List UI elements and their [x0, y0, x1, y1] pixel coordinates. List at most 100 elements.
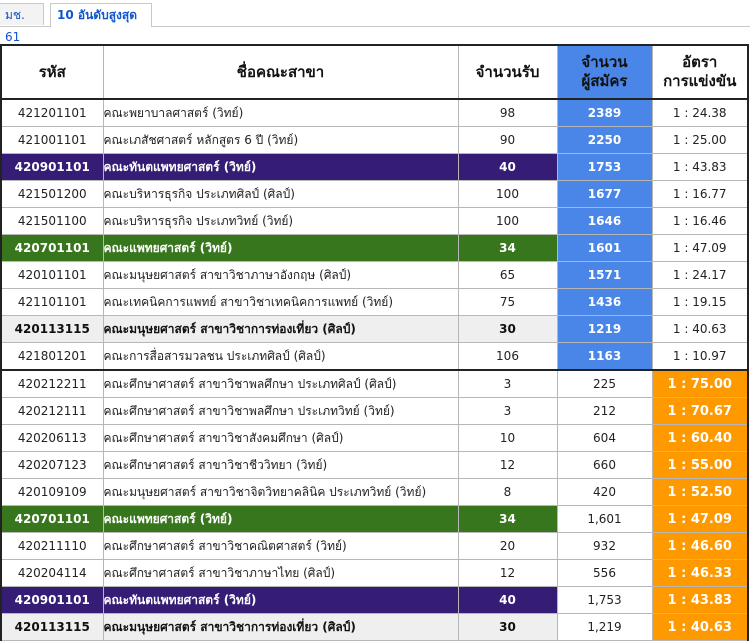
cell-ratio[interactable]: 1 : 10.97: [651, 342, 749, 371]
cell-applicants[interactable]: 932: [556, 532, 653, 560]
cell-code[interactable]: 421201101: [0, 98, 104, 127]
cell-faculty[interactable]: คณะพยาบาลศาสตร์ (วิทย์): [102, 98, 459, 127]
cell-faculty[interactable]: คณะมนุษยศาสตร์ สาขาวิชาการท่องเที่ยว (ศิ…: [102, 613, 459, 641]
cell-faculty[interactable]: คณะศึกษาศาสตร์ สาขาวิชาสังคมศึกษา (ศิลป์…: [102, 424, 459, 452]
cell-faculty[interactable]: คณะแพทยศาสตร์ (วิทย์): [102, 234, 459, 262]
header-code[interactable]: รหัส: [0, 44, 104, 100]
cell-code[interactable]: 420204114: [0, 559, 104, 587]
cell-applicants[interactable]: 1646: [556, 207, 653, 235]
cell-ratio[interactable]: 1 : 75.00: [651, 369, 749, 398]
cell-ratio[interactable]: 1 : 16.77: [651, 180, 749, 208]
cell-code[interactable]: 420101101: [0, 261, 104, 289]
cell-seats[interactable]: 3: [457, 397, 558, 425]
cell-faculty[interactable]: คณะแพทยศาสตร์ (วิทย์): [102, 505, 459, 533]
cell-code[interactable]: 420113115: [0, 315, 104, 343]
cell-seats[interactable]: 100: [457, 180, 558, 208]
cell-applicants[interactable]: 2389: [556, 98, 653, 127]
cell-applicants[interactable]: 604: [556, 424, 653, 452]
cell-code[interactable]: 421801201: [0, 342, 104, 371]
cell-seats[interactable]: 90: [457, 126, 558, 154]
cell-applicants[interactable]: 1,601: [556, 505, 653, 533]
cell-code[interactable]: 421501200: [0, 180, 104, 208]
cell-ratio[interactable]: 1 : 24.38: [651, 98, 749, 127]
cell-code[interactable]: 420901101: [0, 586, 104, 614]
cell-code[interactable]: 421501100: [0, 207, 104, 235]
cell-applicants[interactable]: 420: [556, 478, 653, 506]
cell-ratio[interactable]: 1 : 46.60: [651, 532, 749, 560]
cell-code[interactable]: 420212211: [0, 369, 104, 398]
cell-ratio[interactable]: 1 : 24.17: [651, 261, 749, 289]
cell-applicants[interactable]: 1571: [556, 261, 653, 289]
cell-seats[interactable]: 40: [457, 586, 558, 614]
cell-faculty[interactable]: คณะศึกษาศาสตร์ สาขาวิชาคณิตศาสตร์ (วิทย์…: [102, 532, 459, 560]
cell-ratio[interactable]: 1 : 16.46: [651, 207, 749, 235]
cell-faculty[interactable]: คณะศึกษาศาสตร์ สาขาวิชาชีววิทยา (วิทย์): [102, 451, 459, 479]
cell-faculty[interactable]: คณะศึกษาศาสตร์ สาขาวิชาพลศึกษา ประเภทวิท…: [102, 397, 459, 425]
cell-faculty[interactable]: คณะเภสัชศาสตร์ หลักสูตร 6 ปี (วิทย์): [102, 126, 459, 154]
cell-faculty[interactable]: คณะมนุษยศาสตร์ สาขาวิชาภาษาอังกฤษ (ศิลป์…: [102, 261, 459, 289]
cell-faculty[interactable]: คณะเทคนิคการแพทย์ สาขาวิชาเทคนิคการแพทย์…: [102, 288, 459, 316]
cell-seats[interactable]: 10: [457, 424, 558, 452]
cell-seats[interactable]: 100: [457, 207, 558, 235]
cell-code[interactable]: 420212111: [0, 397, 104, 425]
cell-applicants[interactable]: 660: [556, 451, 653, 479]
cell-faculty[interactable]: คณะมนุษยศาสตร์ สาขาวิชาจิตวิทยาคลินิค ปร…: [102, 478, 459, 506]
cell-seats[interactable]: 12: [457, 559, 558, 587]
cell-code[interactable]: 420109109: [0, 478, 104, 506]
cell-code[interactable]: 421101101: [0, 288, 104, 316]
cell-seats[interactable]: 3: [457, 369, 558, 398]
sheet-tab-cmu61[interactable]: มช. 61: [0, 3, 44, 44]
cell-code[interactable]: 420701101: [0, 234, 104, 262]
cell-seats[interactable]: 75: [457, 288, 558, 316]
cell-code[interactable]: 420701101: [0, 505, 104, 533]
cell-faculty[interactable]: คณะทันตแพทยศาสตร์ (วิทย์): [102, 153, 459, 181]
cell-faculty[interactable]: คณะศึกษาศาสตร์ สาขาวิชาภาษาไทย (ศิลป์): [102, 559, 459, 587]
cell-applicants[interactable]: 1219: [556, 315, 653, 343]
cell-ratio[interactable]: 1 : 46.33: [651, 559, 749, 587]
cell-applicants[interactable]: 212: [556, 397, 653, 425]
cell-applicants[interactable]: 225: [556, 369, 653, 398]
cell-applicants[interactable]: 1,219: [556, 613, 653, 641]
cell-ratio[interactable]: 1 : 19.15: [651, 288, 749, 316]
cell-applicants[interactable]: 2250: [556, 126, 653, 154]
cell-code[interactable]: 420206113: [0, 424, 104, 452]
cell-ratio[interactable]: 1 : 43.83: [651, 153, 749, 181]
cell-seats[interactable]: 30: [457, 613, 558, 641]
cell-ratio[interactable]: 1 : 47.09: [651, 505, 749, 533]
cell-applicants[interactable]: 1677: [556, 180, 653, 208]
cell-seats[interactable]: 98: [457, 98, 558, 127]
cell-ratio[interactable]: 1 : 47.09: [651, 234, 749, 262]
header-faculty[interactable]: ชื่อคณะสาขา: [102, 44, 459, 100]
cell-applicants[interactable]: 1,753: [556, 586, 653, 614]
cell-faculty[interactable]: คณะทันตแพทยศาสตร์ (วิทย์): [102, 586, 459, 614]
cell-ratio[interactable]: 1 : 40.63: [651, 315, 749, 343]
header-seats[interactable]: จำนวนรับ: [457, 44, 558, 100]
cell-faculty[interactable]: คณะการสื่อสารมวลชน ประเภทศิลป์ (ศิลป์): [102, 342, 459, 371]
cell-ratio[interactable]: 1 : 40.63: [651, 613, 749, 641]
cell-code[interactable]: 421001101: [0, 126, 104, 154]
cell-seats[interactable]: 12: [457, 451, 558, 479]
cell-seats[interactable]: 106: [457, 342, 558, 371]
cell-seats[interactable]: 34: [457, 505, 558, 533]
cell-ratio[interactable]: 1 : 55.00: [651, 451, 749, 479]
cell-applicants[interactable]: 1163: [556, 342, 653, 371]
cell-seats[interactable]: 30: [457, 315, 558, 343]
cell-faculty[interactable]: คณะมนุษยศาสตร์ สาขาวิชาการท่องเที่ยว (ศิ…: [102, 315, 459, 343]
cell-ratio[interactable]: 1 : 60.40: [651, 424, 749, 452]
cell-code[interactable]: 420901101: [0, 153, 104, 181]
sheet-tab-top10[interactable]: 10 อันดับสูงสุด: [50, 3, 152, 27]
header-applicants[interactable]: จำนวน ผู้สมัคร: [556, 44, 653, 100]
cell-ratio[interactable]: 1 : 52.50: [651, 478, 749, 506]
cell-ratio[interactable]: 1 : 70.67: [651, 397, 749, 425]
cell-seats[interactable]: 20: [457, 532, 558, 560]
cell-code[interactable]: 420113115: [0, 613, 104, 641]
cell-seats[interactable]: 8: [457, 478, 558, 506]
cell-applicants[interactable]: 1753: [556, 153, 653, 181]
cell-seats[interactable]: 34: [457, 234, 558, 262]
cell-code[interactable]: 420207123: [0, 451, 104, 479]
cell-ratio[interactable]: 1 : 43.83: [651, 586, 749, 614]
cell-applicants[interactable]: 1436: [556, 288, 653, 316]
cell-seats[interactable]: 40: [457, 153, 558, 181]
cell-applicants[interactable]: 1601: [556, 234, 653, 262]
cell-seats[interactable]: 65: [457, 261, 558, 289]
